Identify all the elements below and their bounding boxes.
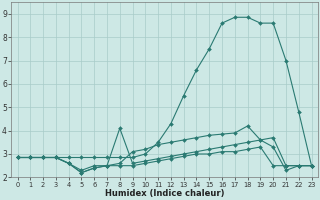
X-axis label: Humidex (Indice chaleur): Humidex (Indice chaleur): [105, 189, 224, 198]
